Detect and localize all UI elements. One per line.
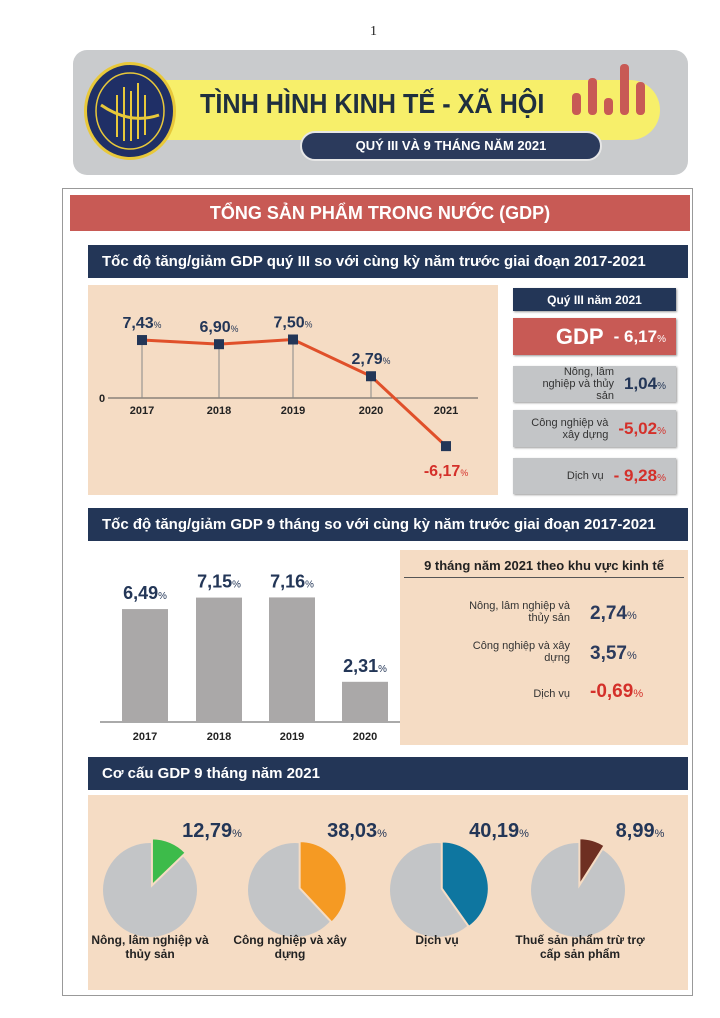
- data-label: 7,50%: [274, 315, 313, 332]
- data-label: 7,15%: [197, 572, 241, 592]
- x-tick-label: 2018: [207, 731, 231, 743]
- q3-panel-title: Quý III năm 2021: [513, 288, 676, 311]
- data-point: [137, 335, 147, 346]
- pie-slice: [578, 837, 606, 889]
- title-band: [130, 80, 660, 140]
- structure-pie-charts: 12,79% 38,03% 40,19% 8,99%: [103, 820, 665, 937]
- deco-bar: [636, 82, 645, 115]
- deco-bar: [604, 98, 613, 115]
- percent-sign: %: [633, 688, 644, 700]
- x-tick-label: 2020: [359, 405, 383, 417]
- percent-sign: %: [626, 610, 637, 622]
- report-subtitle: QUÝ III VÀ 9 THÁNG NĂM 2021: [300, 131, 602, 161]
- report-title: TÌNH HÌNH KINH TẾ - XÃ HỘI: [200, 88, 545, 119]
- deco-bar: [620, 64, 629, 115]
- x-tick-label: 2021: [434, 405, 458, 417]
- content-panel: [62, 188, 693, 996]
- pie-label: Thuế sản phẩm trừ trợ cấp sản phẩm: [515, 933, 645, 961]
- q3-heading: Tốc độ tăng/giảm GDP quý III so với cùng…: [88, 245, 688, 278]
- sector-label: Công nghiệp và xây dựng: [472, 640, 570, 664]
- sector-label: Dịch vụ: [533, 688, 570, 700]
- page-number: 1: [370, 24, 377, 39]
- data-label: -6,17%: [424, 463, 468, 480]
- m9-heading: Tốc độ tăng/giảm GDP 9 tháng so với cùng…: [88, 508, 688, 541]
- data-label: 6,90%: [200, 319, 239, 336]
- data-point: [366, 371, 376, 382]
- pie-remainder: [103, 843, 197, 937]
- data-point: [288, 334, 298, 345]
- pie-label: Nông, lâm nghiệp và thủy sản: [91, 933, 209, 961]
- q3-gdp-box: GDP - 6,17%: [513, 318, 676, 355]
- x-tick-label: 2019: [280, 731, 304, 743]
- q3-sector-box: Công nghiệp và xây dựng -5,02%: [513, 410, 676, 447]
- data-label: 6,49%: [123, 583, 167, 603]
- sector-value: -5,02: [618, 418, 658, 438]
- m9-panel-title: 9 tháng năm 2021 theo khu vực kinh tế: [424, 558, 664, 573]
- divider: [404, 577, 684, 578]
- q3-line-chart: 0 2017 7,43% 2018 6,90% 2019 7,50% 2020 2,79% 202…: [99, 315, 478, 480]
- x-tick-label: 2017: [133, 731, 157, 743]
- pie-slice: [298, 840, 348, 924]
- percent-sign: %: [626, 650, 637, 662]
- sector-label: Nông, lâm nghiệp và thủy sản: [469, 600, 570, 624]
- x-tick-label: 2018: [207, 405, 231, 417]
- gso-logo: [84, 62, 176, 160]
- data-label: 2,79%: [352, 351, 391, 368]
- x-tick-label: 2017: [130, 405, 154, 417]
- sector-label: Nông, lâm nghiệp và thủy sản: [542, 366, 614, 402]
- sector-label: Dịch vụ: [566, 470, 604, 482]
- series-line: [141, 337, 448, 448]
- structure-heading: Cơ cấu GDP 9 tháng năm 2021: [88, 757, 688, 790]
- x-tick-label: 2020: [353, 731, 377, 743]
- percent-sign: %: [657, 381, 666, 392]
- sector-value: 3,57: [590, 643, 627, 664]
- section-title: TỔNG SẢN PHẨM TRONG NƯỚC (GDP): [70, 195, 690, 231]
- bar: [196, 597, 242, 722]
- pie-slice: [150, 837, 188, 888]
- gdp-value: - 6,17: [613, 326, 658, 346]
- data-label: 7,16%: [270, 571, 314, 591]
- bar: [342, 681, 388, 722]
- data-label: 8,99%: [616, 820, 665, 842]
- data-label: 40,19%: [469, 820, 529, 842]
- percent-sign: %: [657, 473, 666, 484]
- data-label: 2,31%: [343, 656, 387, 676]
- pie-slice: [440, 840, 490, 929]
- pie-label: Dịch vụ: [415, 933, 459, 947]
- pie-remainder: [531, 843, 625, 937]
- y-tick-label: 0: [99, 393, 105, 405]
- bar: [122, 609, 168, 722]
- gdp-label: GDP: [555, 323, 604, 349]
- deco-bar: [588, 78, 597, 115]
- percent-sign: %: [657, 333, 666, 345]
- q3-sector-box: Dịch vụ - 9,28%: [513, 458, 676, 494]
- sector-value: 2,74: [590, 603, 627, 624]
- deco-bar: [572, 93, 581, 115]
- percent-sign: %: [657, 425, 666, 437]
- m9-sector-panel: [400, 550, 688, 745]
- data-label: 7,43%: [123, 315, 162, 332]
- data-label: 12,79%: [182, 820, 242, 842]
- data-point: [441, 441, 451, 452]
- q3-sector-box: Nông, lâm nghiệp và thủy sản 1,04%: [513, 366, 676, 402]
- pie-label: Công nghiệp và xây dựng: [233, 933, 347, 961]
- data-label: 38,03%: [327, 820, 387, 842]
- bar: [269, 597, 315, 722]
- sector-value: -0,69: [590, 681, 634, 702]
- sector-value: - 9,28: [613, 466, 658, 485]
- data-point: [214, 339, 224, 350]
- sector-value: 1,04: [624, 374, 658, 393]
- sector-label: Công nghiệp và xây dựng: [531, 416, 609, 441]
- x-tick-label: 2019: [281, 405, 305, 417]
